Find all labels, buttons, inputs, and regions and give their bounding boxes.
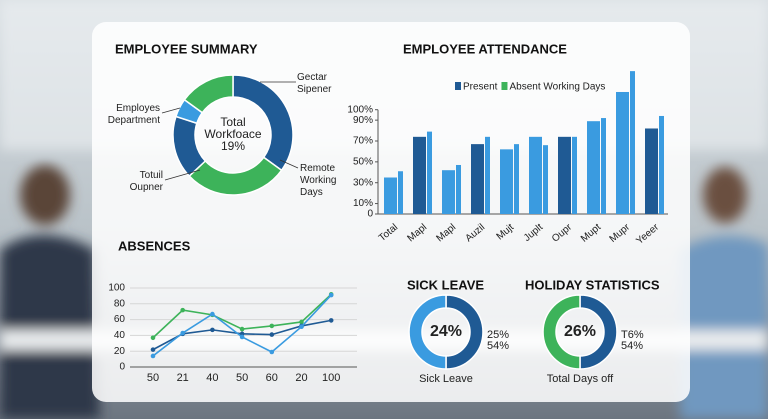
x-tick-label: 50: [236, 372, 248, 384]
bar: [427, 131, 432, 214]
y-tick-label: 0: [119, 362, 125, 373]
chart-title: ABSENCES: [118, 238, 191, 253]
line-point: [269, 332, 275, 337]
bar: [601, 118, 606, 214]
y-tick-label: 70%: [353, 136, 373, 147]
y-tick-label: 10%: [353, 198, 373, 209]
chart-title: SICK LEAVE: [407, 277, 484, 292]
y-tick-label: 80: [114, 298, 126, 309]
bar: [413, 136, 426, 214]
bar: [572, 136, 577, 214]
bar: [384, 177, 397, 214]
y-tick-label: 100: [108, 283, 125, 294]
line-point: [269, 349, 275, 355]
line-point: [210, 327, 215, 333]
line-point: [299, 319, 304, 325]
line-point: [239, 326, 245, 332]
bar: [616, 91, 629, 214]
line-point: [210, 311, 215, 317]
segment-label: Gectar Sipener: [297, 72, 332, 95]
segment-label: Employes Department: [108, 103, 160, 126]
legend-swatch: [501, 82, 508, 90]
y-tick-label: 30%: [353, 177, 373, 188]
footer-label: Sick Leave: [419, 373, 473, 385]
segment-label: Totuil Oupner: [130, 170, 164, 193]
footer-label: Total Days off: [547, 373, 614, 385]
y-tick-label: 40: [114, 330, 126, 341]
y-tick-label: 60: [114, 314, 126, 325]
bar: [645, 128, 658, 214]
bar: [543, 145, 548, 214]
line-point: [180, 330, 185, 336]
segment-label: Remote Working Days: [300, 163, 337, 198]
center-label: 24%: [430, 323, 462, 340]
line-point: [328, 292, 334, 298]
donut-segment: [542, 294, 581, 370]
donut-segment: [183, 74, 234, 114]
line-point: [180, 307, 185, 313]
x-tick-label: 50: [147, 372, 159, 384]
legend-label: Absent Working Days: [509, 82, 605, 93]
bar: [659, 115, 664, 214]
bar: [587, 121, 600, 214]
side-label: 54%: [487, 340, 509, 352]
bar: [558, 136, 571, 214]
charts: EMPLOYEE SUMMARY Total Workfoace 19% Gectar S…: [108, 41, 668, 385]
legend-label: Present: [463, 82, 498, 93]
bar: [456, 164, 461, 214]
line-point: [150, 353, 156, 359]
x-tick-label: 21: [177, 372, 189, 384]
line-point: [239, 334, 245, 340]
bar: [529, 136, 542, 214]
line-point: [299, 324, 304, 330]
line-point: [239, 331, 245, 337]
x-tick-label: 20: [295, 372, 307, 384]
bar: [500, 149, 513, 214]
line-point: [150, 335, 156, 341]
chart-title: HOLIDAY STATISTICS: [525, 277, 660, 292]
leader-line: [164, 169, 201, 181]
line-point: [328, 318, 334, 323]
center-label: 26%: [564, 323, 596, 340]
legend-swatch: [455, 82, 461, 90]
y-tick-label: 50%: [353, 156, 373, 167]
bar: [485, 136, 490, 214]
x-tick-label: 100: [322, 372, 340, 384]
bar: [398, 171, 403, 214]
bar: [471, 144, 484, 214]
y-tick-label: 0: [367, 209, 373, 220]
line-point: [269, 323, 275, 329]
side-label: 54%: [621, 340, 643, 352]
side-label: 25%: [487, 329, 509, 341]
x-tick-label: 60: [266, 372, 278, 384]
chart-title: EMPLOYEE SUMMARY: [115, 41, 258, 56]
center-label: Total Workfoace 19%: [204, 115, 261, 153]
leader-line: [279, 159, 299, 169]
line-point: [150, 347, 156, 352]
x-tick-label: 40: [206, 372, 218, 384]
chart-title: EMPLOYEE ATTENDANCE: [403, 41, 567, 56]
y-tick-label: 20: [114, 346, 126, 357]
bar: [514, 144, 519, 214]
donut-segment: [408, 294, 447, 370]
leader-line: [161, 107, 181, 114]
bar: [442, 170, 455, 214]
bar: [630, 71, 635, 214]
side-label: Τ6%: [621, 329, 644, 341]
y-tick-label: 100%: [347, 104, 373, 115]
y-tick-label: 90%: [353, 115, 373, 126]
